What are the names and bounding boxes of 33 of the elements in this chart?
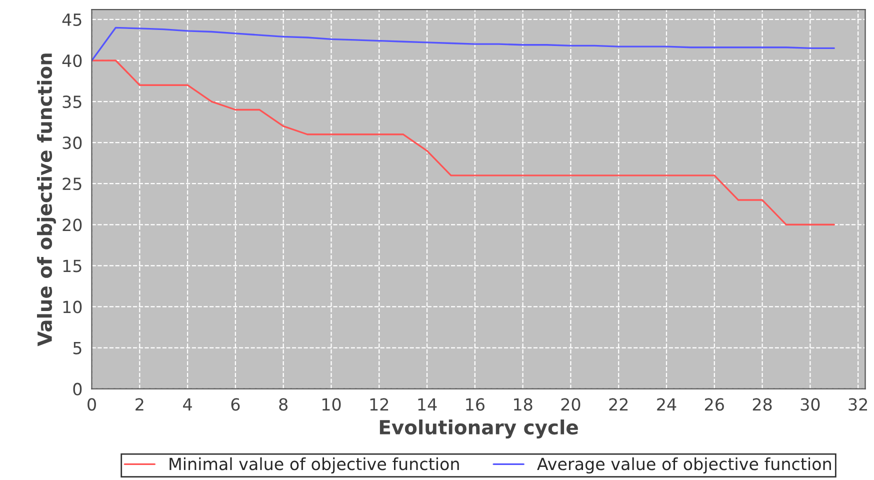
y-tick-label: 40 [62, 54, 82, 68]
x-tick-label: 2 [136, 398, 144, 410]
x-tick-label: 22 [609, 398, 628, 410]
x-tick-label: 18 [514, 398, 532, 411]
line-series [92, 26, 835, 62]
y-tick-label: 15 [63, 260, 82, 272]
x-tick-label: 24 [657, 398, 676, 410]
x-tick-label: 32 [848, 398, 868, 411]
x-tick-label: 0 [88, 398, 96, 411]
x-tick-label: 20 [561, 398, 580, 411]
x-axis-title: Evolutionary cycle [380, 420, 578, 438]
x-tick-label: 12 [370, 398, 388, 410]
y-tick-label: 45 [62, 14, 82, 26]
x-tick-label: 16 [466, 398, 484, 411]
y-axis-title: Value of objective function [37, 54, 56, 346]
line-series [92, 60, 835, 226]
y-tick-label: 20 [62, 218, 82, 232]
y-tick-label: 25 [62, 178, 82, 190]
x-tick-label: 28 [752, 398, 772, 411]
legend-label: Minimal value of objective function [170, 457, 459, 474]
x-tick-label: 4 [183, 398, 192, 410]
x-tick-label: 14 [418, 398, 437, 410]
x-tick-label: 10 [322, 398, 341, 411]
x-tick-label: 8 [279, 398, 288, 411]
x-tick-label: 26 [705, 398, 724, 411]
y-tick-label: 30 [62, 136, 82, 150]
x-tick-label: 30 [800, 398, 820, 411]
x-tick-label: 6 [231, 398, 240, 411]
y-tick-label: 10 [63, 300, 82, 314]
y-tick-label: 0 [73, 382, 82, 396]
legend-label: Average value of objective function [537, 457, 831, 474]
y-tick-label: 35 [62, 95, 82, 108]
y-tick-label: 5 [73, 342, 82, 354]
